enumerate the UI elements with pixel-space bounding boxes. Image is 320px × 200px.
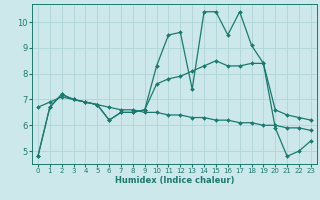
X-axis label: Humidex (Indice chaleur): Humidex (Indice chaleur) [115,176,234,185]
